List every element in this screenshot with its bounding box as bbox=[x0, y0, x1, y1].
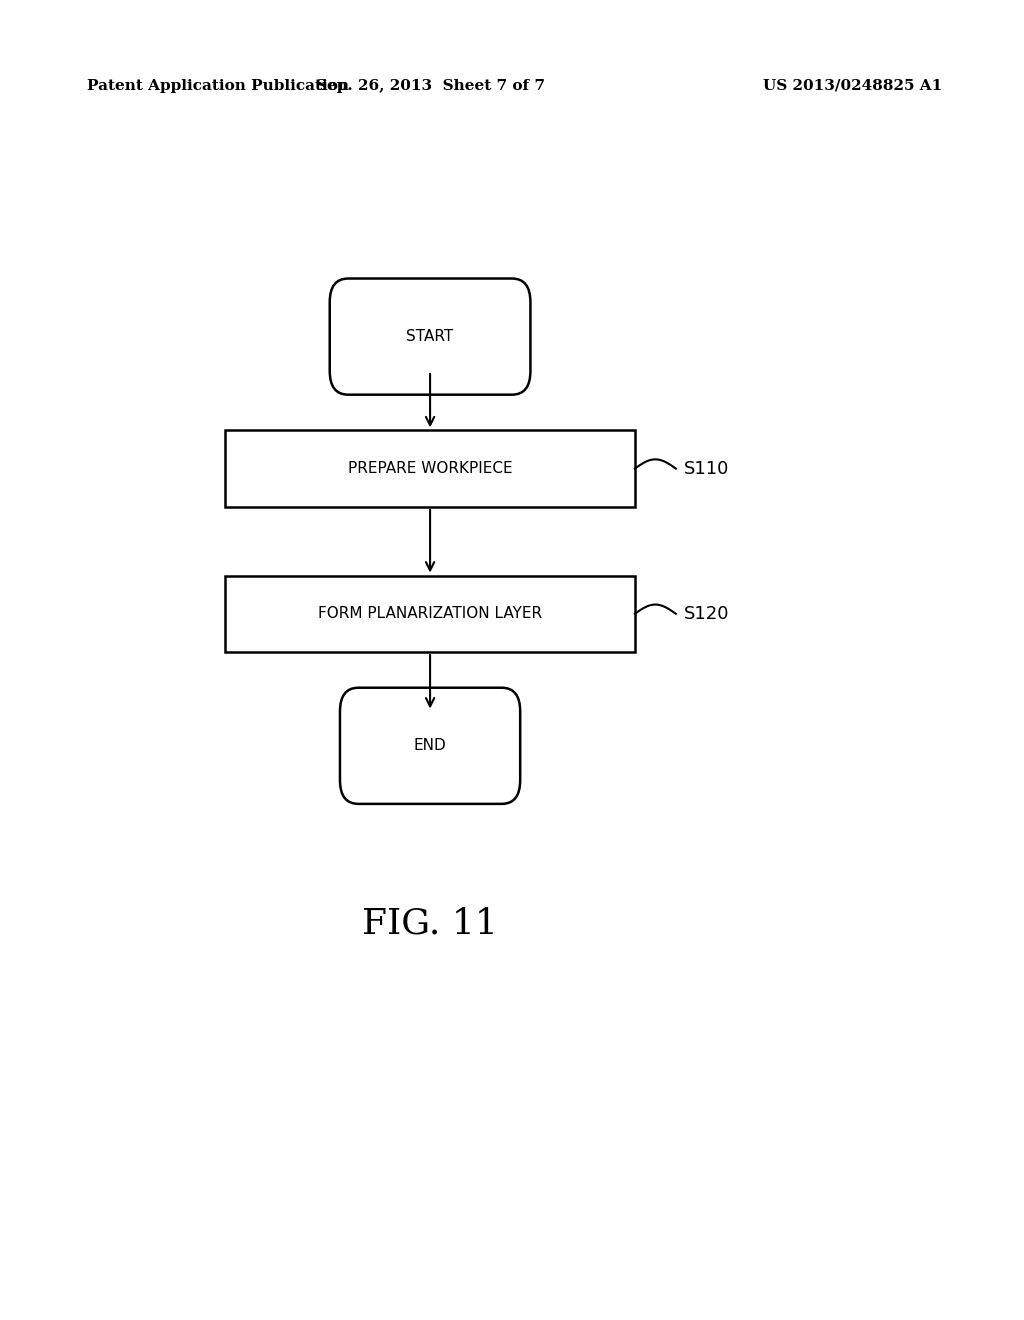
Text: S110: S110 bbox=[684, 459, 729, 478]
Text: S120: S120 bbox=[684, 605, 729, 623]
Text: Sep. 26, 2013  Sheet 7 of 7: Sep. 26, 2013 Sheet 7 of 7 bbox=[315, 79, 545, 92]
Text: US 2013/0248825 A1: US 2013/0248825 A1 bbox=[763, 79, 942, 92]
Bar bbox=[225, 576, 635, 652]
FancyBboxPatch shape bbox=[330, 279, 530, 395]
Text: END: END bbox=[414, 738, 446, 754]
Text: Patent Application Publication: Patent Application Publication bbox=[87, 79, 349, 92]
Text: PREPARE WORKPIECE: PREPARE WORKPIECE bbox=[348, 461, 512, 477]
Text: FIG. 11: FIG. 11 bbox=[362, 907, 498, 941]
Text: START: START bbox=[407, 329, 454, 345]
Text: FORM PLANARIZATION LAYER: FORM PLANARIZATION LAYER bbox=[318, 606, 542, 622]
FancyBboxPatch shape bbox=[340, 688, 520, 804]
Bar bbox=[225, 430, 635, 507]
